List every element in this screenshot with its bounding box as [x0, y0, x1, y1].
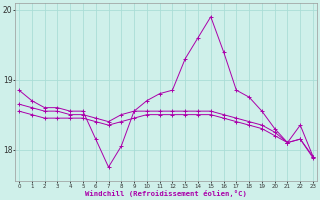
- X-axis label: Windchill (Refroidissement éolien,°C): Windchill (Refroidissement éolien,°C): [85, 190, 247, 197]
